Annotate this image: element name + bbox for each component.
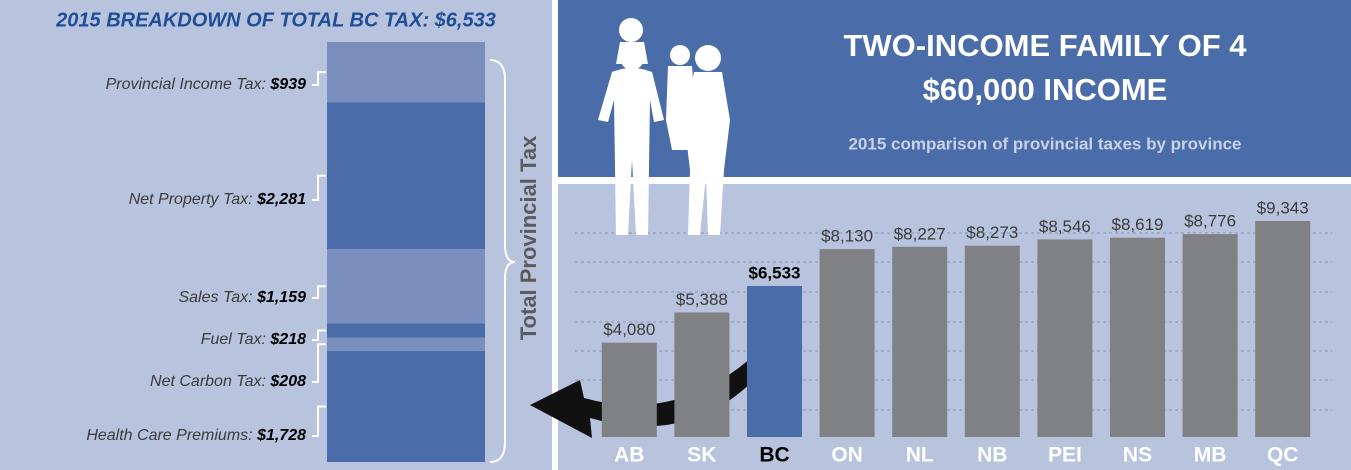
header-title: TWO-INCOME FAMILY OF 4: [843, 28, 1247, 63]
bar: [1037, 239, 1093, 437]
x-tick-label: NL: [906, 444, 934, 467]
value-label: $9,343: [1257, 198, 1309, 217]
breakdown-segment: [327, 350, 485, 462]
breakdown-segment: [327, 249, 485, 324]
header-title: $60,000 INCOME: [923, 72, 1168, 107]
breakdown-segment: [327, 102, 485, 250]
segment-name: Net Carbon Tax:: [150, 373, 266, 390]
value-label: $4,080: [603, 320, 655, 339]
segment-label: Sales Tax: $1,159: [178, 289, 306, 306]
segment-value: $1,728: [256, 427, 306, 444]
brace-label: Total Provincial Tax: [516, 135, 541, 340]
value-label: $5,388: [676, 290, 728, 309]
segment-label: Net Property Tax: $2,281: [129, 191, 306, 208]
segment-value: $939: [269, 76, 306, 93]
value-label: $6,533: [749, 263, 801, 282]
segment-value: $218: [269, 331, 306, 348]
segment-name: Fuel Tax:: [201, 331, 266, 348]
breakdown-segment: [327, 42, 485, 103]
x-tick-label: BC: [759, 444, 789, 467]
bar: [1182, 234, 1238, 437]
value-label: $8,619: [1112, 215, 1164, 234]
segment-label: Fuel Tax: $218: [201, 331, 306, 348]
x-tick-label: NS: [1123, 444, 1152, 467]
segment-label: Health Care Premiums: $1,728: [86, 427, 306, 444]
x-tick-label: AB: [614, 444, 644, 467]
bar: [892, 246, 948, 437]
segment-label: Provincial Income Tax: $939: [106, 76, 307, 93]
breakdown-segment: [327, 323, 485, 338]
x-tick-label: ON: [831, 444, 863, 467]
bar: [964, 245, 1020, 437]
value-label: $8,776: [1184, 212, 1236, 231]
label-connector: [312, 405, 326, 437]
brace: [489, 59, 516, 463]
breakdown-segment: [327, 337, 485, 351]
x-tick-label: MB: [1194, 444, 1227, 467]
header-subtitle: 2015 comparison of provincial taxes by p…: [848, 134, 1241, 153]
x-tick-label: SK: [687, 444, 716, 467]
label-connector: [312, 343, 326, 383]
bar: [1110, 237, 1165, 437]
segment-value: $2,281: [256, 191, 306, 208]
bar: [1255, 221, 1311, 437]
segment-label: Net Carbon Tax: $208: [150, 373, 306, 390]
family-silhouette: [598, 18, 730, 235]
value-label: $8,227: [894, 224, 946, 243]
value-label: $8,130: [821, 227, 873, 246]
segment-name: Net Property Tax:: [129, 191, 253, 208]
bar: [819, 249, 875, 437]
arrow: [530, 350, 772, 438]
x-tick-label: PEI: [1048, 444, 1082, 467]
segment-name: Sales Tax:: [178, 289, 252, 306]
label-connector: [312, 71, 326, 86]
value-label: $8,273: [966, 223, 1018, 242]
bar: [747, 285, 802, 437]
value-label: $8,546: [1039, 217, 1091, 236]
label-connector: [312, 329, 326, 341]
segment-value: $1,159: [256, 289, 306, 306]
segment-name: Provincial Income Tax:: [106, 76, 266, 93]
segment-value: $208: [269, 373, 306, 390]
x-tick-label: NB: [977, 444, 1007, 467]
x-tick-label: QC: [1267, 444, 1299, 467]
segment-name: Health Care Premiums:: [86, 427, 252, 444]
breakdown-title: 2015 BREAKDOWN OF TOTAL BC TAX: $6,533: [55, 9, 496, 31]
bar: [601, 342, 657, 437]
label-connector: [312, 174, 326, 201]
bar: [674, 312, 730, 437]
label-connector: [312, 285, 326, 299]
